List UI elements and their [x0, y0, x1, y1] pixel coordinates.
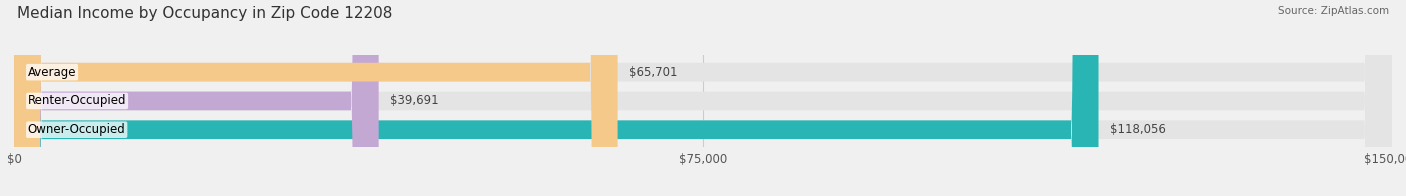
FancyBboxPatch shape	[14, 0, 1392, 196]
FancyBboxPatch shape	[14, 0, 1392, 196]
Text: $65,701: $65,701	[628, 66, 678, 79]
Text: Renter-Occupied: Renter-Occupied	[28, 94, 127, 107]
Text: Owner-Occupied: Owner-Occupied	[28, 123, 125, 136]
Text: Median Income by Occupancy in Zip Code 12208: Median Income by Occupancy in Zip Code 1…	[17, 6, 392, 21]
FancyBboxPatch shape	[14, 0, 378, 196]
FancyBboxPatch shape	[14, 0, 1392, 196]
Text: $118,056: $118,056	[1109, 123, 1166, 136]
Text: Source: ZipAtlas.com: Source: ZipAtlas.com	[1278, 6, 1389, 16]
Text: $39,691: $39,691	[389, 94, 439, 107]
FancyBboxPatch shape	[14, 0, 617, 196]
Text: Average: Average	[28, 66, 76, 79]
FancyBboxPatch shape	[14, 0, 1098, 196]
